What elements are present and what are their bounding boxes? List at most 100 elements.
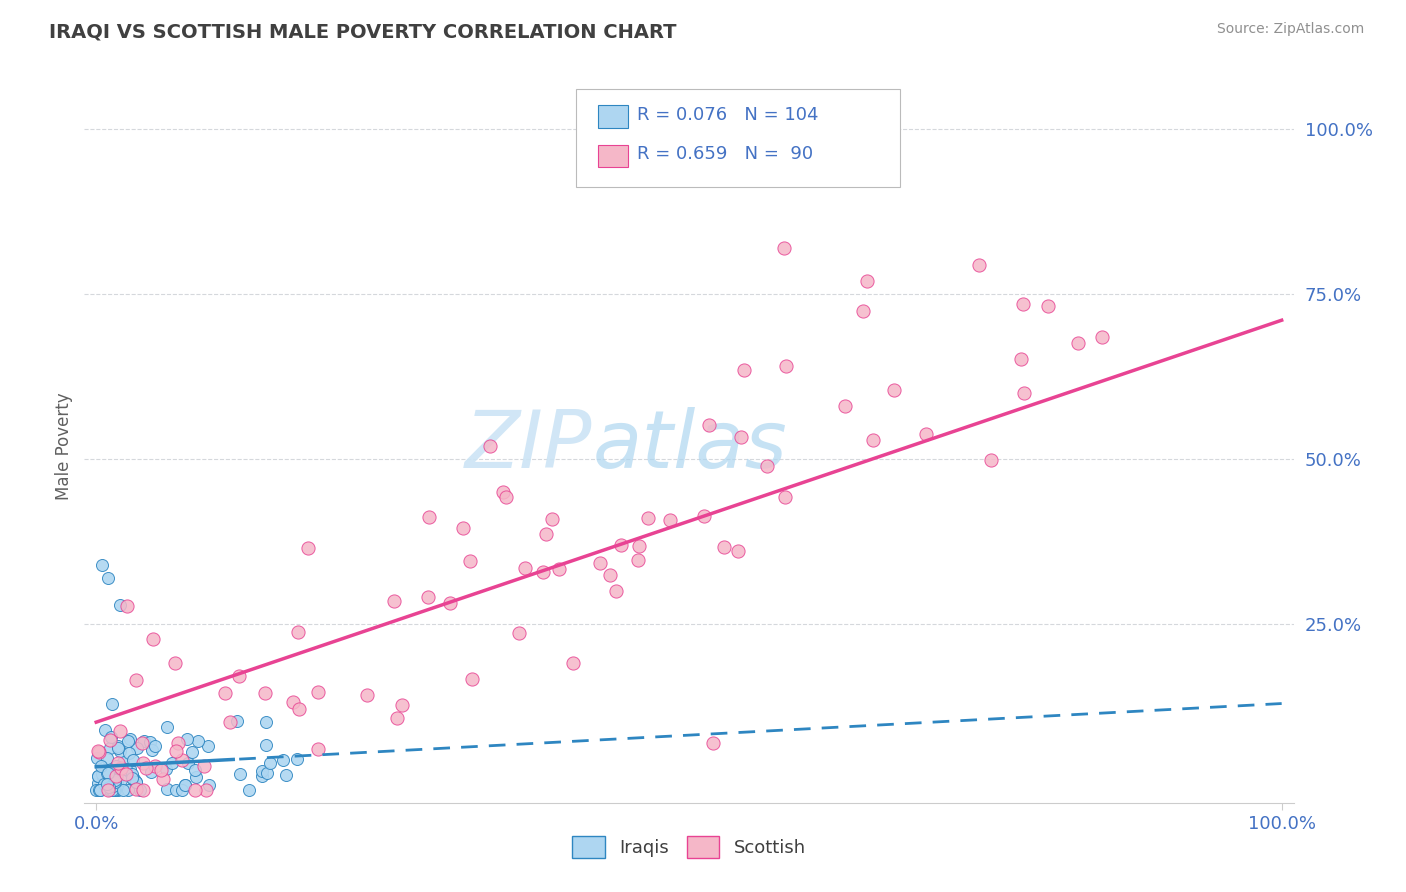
Point	[97, 571, 120, 585]
Point	[605, 583, 627, 598]
Point	[141, 743, 163, 757]
Point	[90, 758, 112, 772]
Point	[94, 780, 117, 795]
Point	[513, 561, 536, 575]
Point	[143, 758, 166, 772]
Point	[165, 782, 187, 797]
Point	[107, 782, 129, 797]
Point	[87, 745, 110, 759]
Point	[84, 782, 107, 797]
Point	[176, 731, 198, 746]
Point	[166, 744, 188, 758]
Point	[252, 764, 274, 778]
Point	[713, 541, 735, 555]
Point	[118, 746, 141, 760]
Point	[120, 732, 142, 747]
Point	[100, 731, 122, 745]
Point	[87, 744, 110, 758]
Point	[128, 782, 150, 797]
Point	[599, 567, 621, 582]
Point	[89, 782, 111, 797]
Point	[107, 739, 129, 753]
Point	[117, 782, 139, 797]
Point	[172, 753, 194, 767]
Point	[356, 688, 378, 702]
Text: IRAQI VS SCOTTISH MALE POVERTY CORRELATION CHART: IRAQI VS SCOTTISH MALE POVERTY CORRELATI…	[49, 22, 676, 41]
Point	[418, 591, 440, 605]
Point	[730, 430, 752, 444]
Point	[105, 779, 128, 793]
Point	[183, 782, 205, 797]
Point	[238, 782, 260, 797]
Point	[121, 766, 143, 780]
Point	[125, 781, 148, 796]
Point	[184, 771, 207, 785]
Point	[91, 770, 114, 784]
Point	[540, 512, 562, 526]
Point	[658, 513, 681, 527]
Point	[89, 782, 111, 797]
Point	[104, 759, 127, 773]
Point	[259, 756, 281, 770]
Point	[775, 491, 797, 505]
Point	[627, 553, 650, 567]
Point	[139, 765, 162, 780]
Point	[1012, 385, 1035, 400]
Point	[254, 714, 277, 729]
Point	[253, 686, 276, 700]
Point	[288, 701, 311, 715]
Point	[387, 711, 409, 725]
Point	[114, 767, 136, 781]
Text: ZIP: ZIP	[465, 407, 592, 485]
Point	[250, 769, 273, 783]
Point	[96, 777, 118, 791]
Point	[534, 527, 557, 541]
Point	[96, 773, 118, 788]
Point	[180, 745, 202, 759]
Point	[100, 781, 122, 796]
Point	[697, 418, 720, 433]
Point	[108, 744, 131, 758]
Point	[453, 520, 475, 534]
Point	[125, 775, 148, 789]
Point	[108, 763, 131, 777]
Point	[693, 508, 716, 523]
Point	[98, 741, 121, 756]
Legend: Iraqis, Scottish: Iraqis, Scottish	[565, 829, 813, 865]
Point	[156, 720, 179, 734]
Point	[562, 656, 585, 670]
Point	[183, 763, 205, 777]
Point	[174, 778, 197, 792]
Point	[855, 274, 877, 288]
Point	[105, 775, 128, 789]
Point	[103, 763, 125, 777]
Point	[274, 768, 297, 782]
Point	[87, 769, 110, 783]
Text: Source: ZipAtlas.com: Source: ZipAtlas.com	[1216, 22, 1364, 37]
Point	[1012, 297, 1035, 311]
Point	[195, 782, 218, 797]
Point	[87, 769, 110, 783]
Text: R = 0.076   N = 104: R = 0.076 N = 104	[637, 106, 818, 124]
Point	[495, 490, 517, 504]
Point	[110, 723, 132, 738]
Point	[508, 626, 530, 640]
Point	[87, 776, 110, 790]
Point	[637, 511, 659, 525]
Point	[883, 383, 905, 397]
Point	[165, 656, 187, 670]
Point	[172, 782, 194, 797]
Point	[256, 766, 278, 780]
Point	[155, 762, 177, 776]
Text: R = 0.659   N =  90: R = 0.659 N = 90	[637, 145, 813, 163]
Point	[229, 766, 252, 780]
Point	[772, 241, 794, 255]
Point	[101, 697, 124, 711]
Point	[166, 736, 188, 750]
Point	[104, 772, 127, 787]
Point	[915, 426, 938, 441]
Point	[105, 769, 128, 783]
Point	[271, 753, 294, 767]
Point	[1091, 330, 1114, 344]
Point	[122, 772, 145, 786]
